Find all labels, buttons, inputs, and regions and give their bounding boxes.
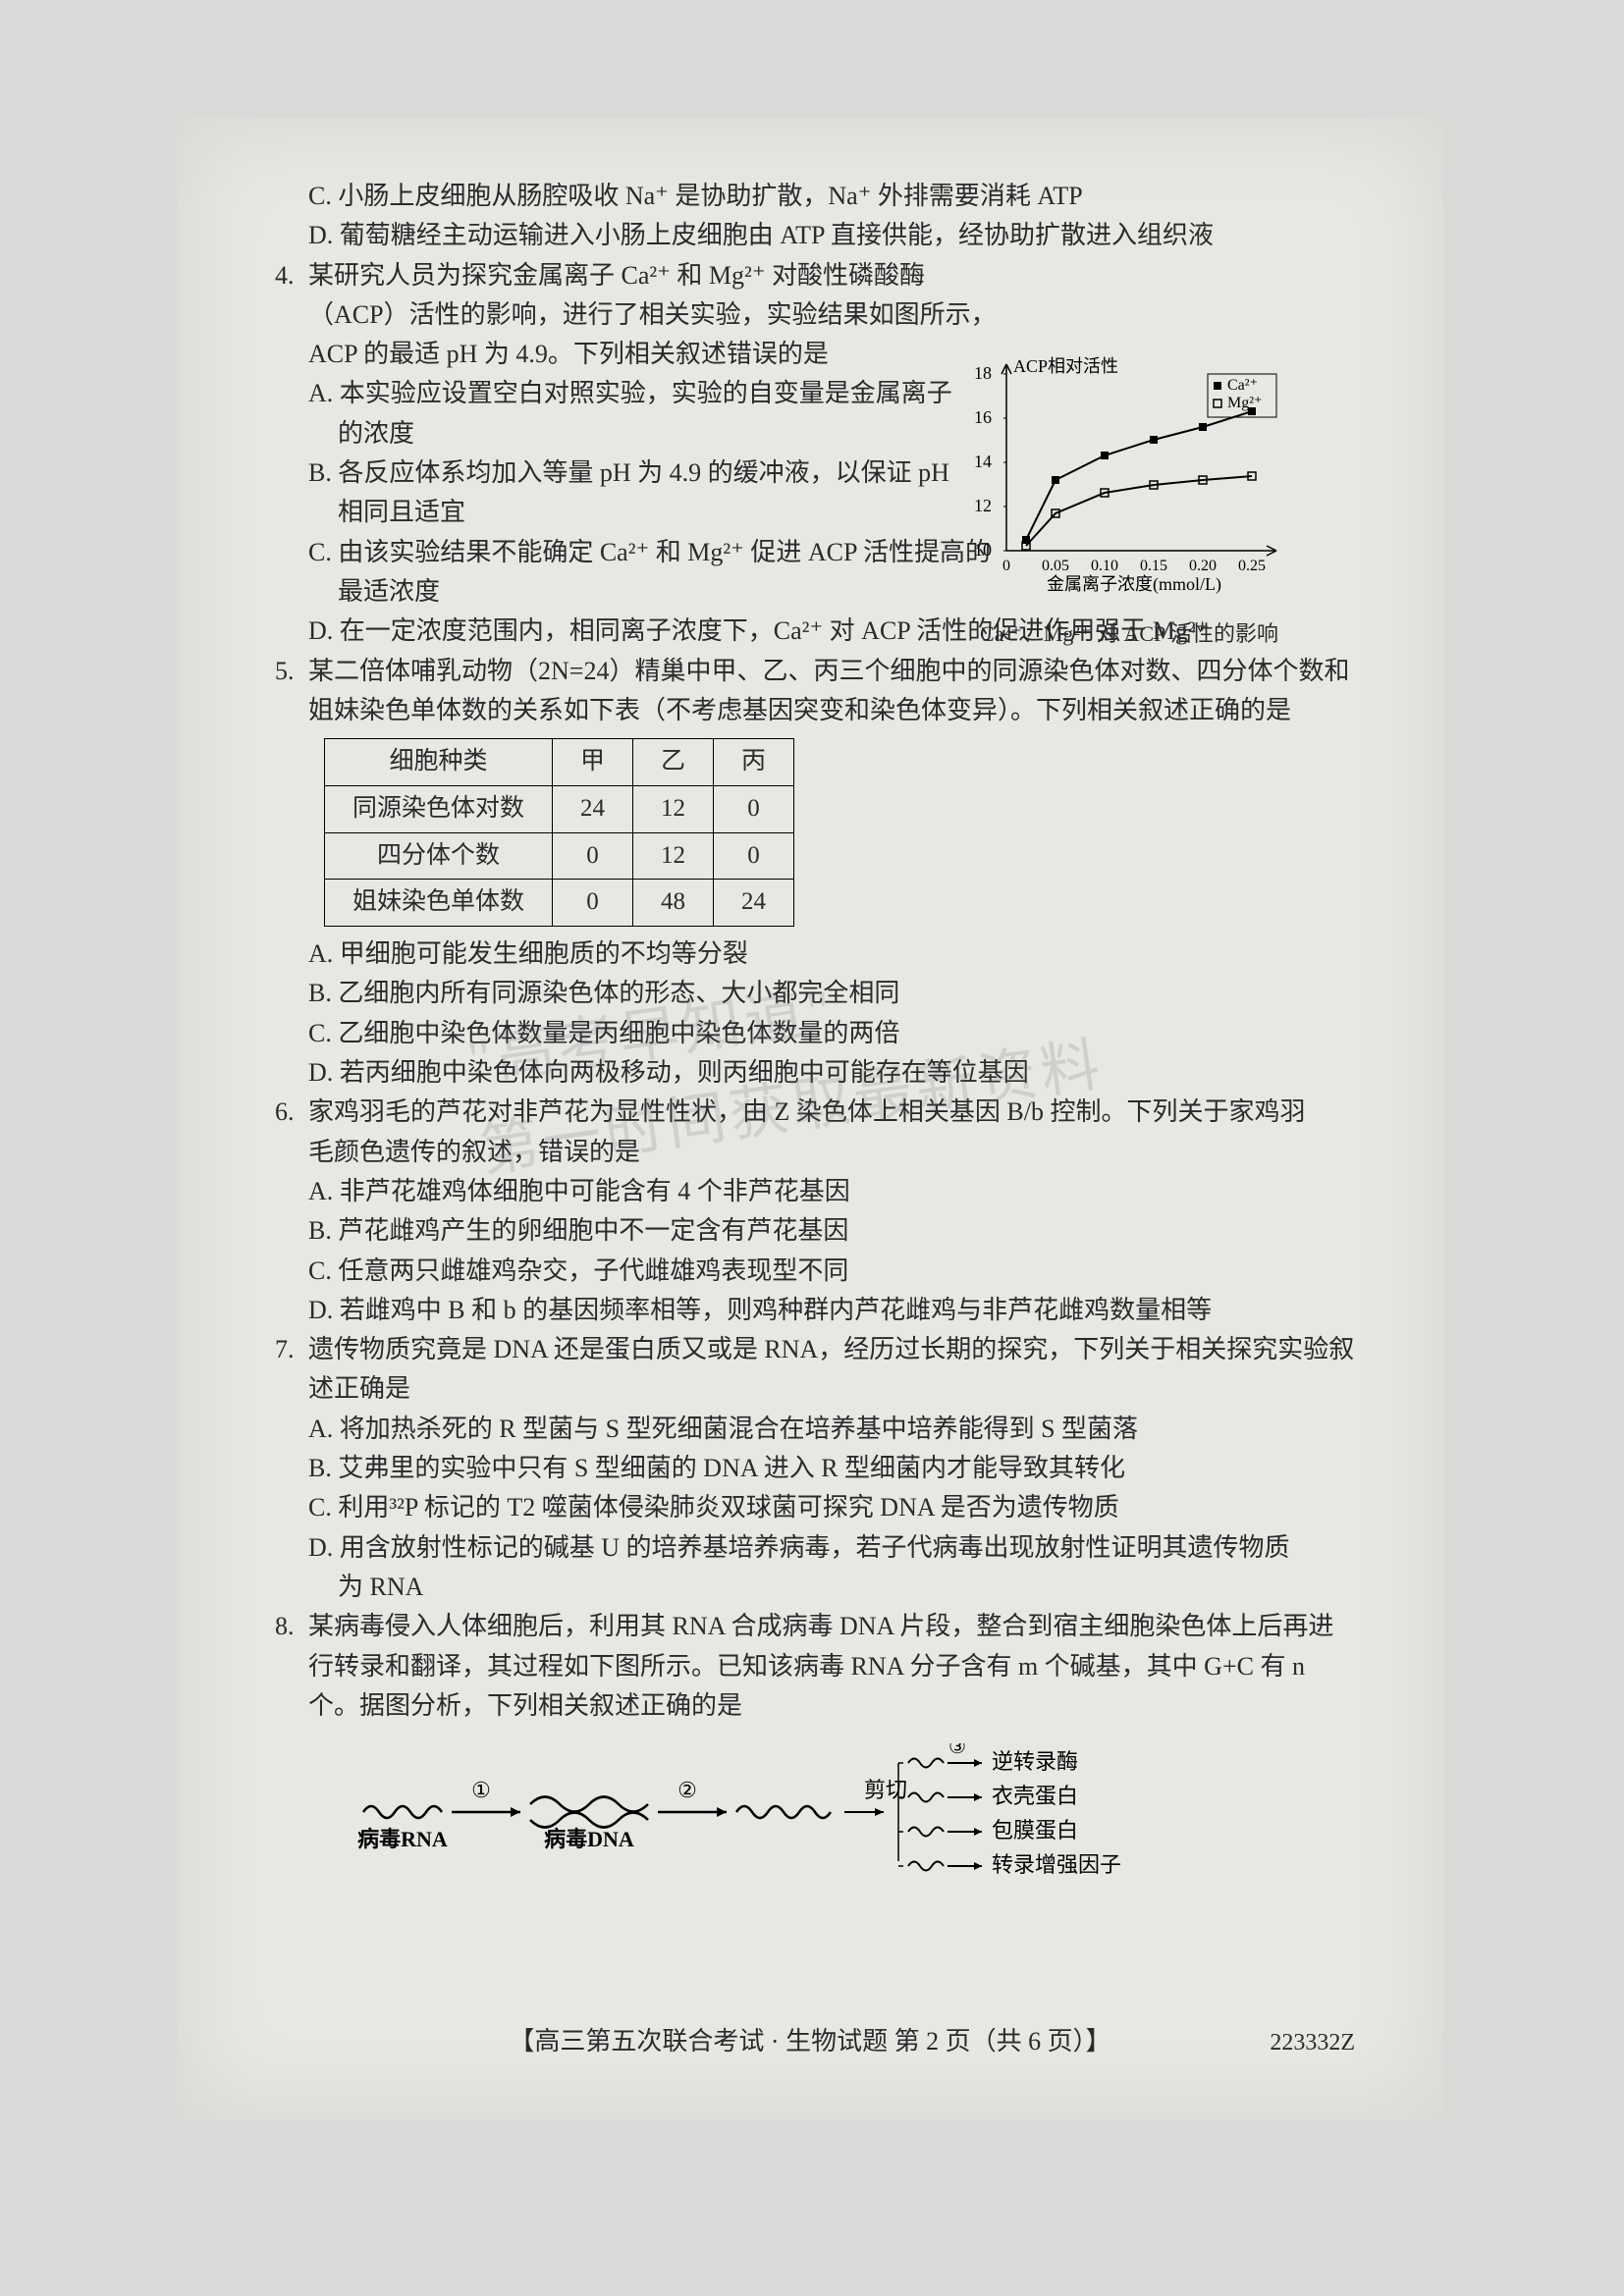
q5-table: 细胞种类甲乙丙 同源染色体对数24120 四分体个数0120 姐妹染色单体数04… xyxy=(324,738,794,927)
q6-b: B. 芦花雌鸡产生的卵细胞中不一定含有芦花基因 xyxy=(308,1211,1375,1251)
svg-text:转录增强因子: 转录增强因子 xyxy=(992,1852,1121,1877)
page-footer: 【高三第五次联合考试 · 生物试题 第 2 页（共 6 页）】 xyxy=(177,2022,1443,2061)
acp-chart: 10 12 14 16 18 0 0.05 0.10 0.15 0.20 0.2… xyxy=(962,354,1296,629)
svg-text:病毒DNA: 病毒DNA xyxy=(544,1827,634,1851)
q5-a: A. 甲细胞可能发生细胞质的不均等分裂 xyxy=(308,934,1375,974)
svg-text:18: 18 xyxy=(974,363,992,383)
q4-stem: 某研究人员为探究金属离子 Ca²⁺ 和 Mg²⁺ 对酸性磷酸酶 xyxy=(308,256,1375,295)
exam-page: C. 小肠上皮细胞从肠腔吸收 Na⁺ 是协助扩散，Na⁺ 外排需要消耗 ATP … xyxy=(177,118,1443,2120)
q7-a: A. 将加热杀死的 R 型菌与 S 型死细菌混合在培养基中培养能得到 S 型菌落 xyxy=(308,1410,1375,1449)
q5-num: 5. xyxy=(275,652,308,731)
svg-text:10: 10 xyxy=(974,540,992,560)
q7-stem1: 遗传物质究竟是 DNA 还是蛋白质又或是 RNA，经历过长期的探究，下列关于相关… xyxy=(308,1330,1375,1369)
svg-text:逆转录酶: 逆转录酶 xyxy=(992,1749,1078,1774)
q6-num: 6. xyxy=(275,1093,308,1172)
q4-stem2: （ACP）活性的影响，进行了相关实验，实验结果如图所示， xyxy=(308,295,1375,335)
q7-d2: 为 RNA xyxy=(338,1568,1375,1607)
svg-text:金属离子浓度(mmol/L): 金属离子浓度(mmol/L) xyxy=(1047,574,1221,595)
q6-stem1: 家鸡羽毛的芦花对非芦花为显性性状，由 Z 染色体上相关基因 B/b 控制。下列关… xyxy=(308,1093,1375,1132)
page-code: 223332Z xyxy=(1270,2025,1355,2061)
q6-a: A. 非芦花雄鸡体细胞中可能含有 4 个非芦花基因 xyxy=(308,1172,1375,1211)
chart-svg: 10 12 14 16 18 0 0.05 0.10 0.15 0.20 0.2… xyxy=(962,354,1296,600)
q7-b: B. 艾弗里的实验中只有 S 型细菌的 DNA 进入 R 型细菌内才能导致其转化 xyxy=(308,1449,1375,1488)
svg-text:12: 12 xyxy=(974,496,992,515)
svg-text:14: 14 xyxy=(974,452,992,471)
q8-stem2: 行转录和翻译，其过程如下图所示。已知该病毒 RNA 分子含有 m 个碱基，其中 … xyxy=(308,1647,1375,1686)
q7-num: 7. xyxy=(275,1330,308,1410)
q5-c: C. 乙细胞中染色体数量是丙细胞中染色体数量的两倍 xyxy=(308,1014,1375,1053)
svg-text:0.15: 0.15 xyxy=(1140,558,1167,574)
svg-text:16: 16 xyxy=(974,407,992,427)
q7-c: C. 利用³²P 标记的 T2 噬菌体侵染肺炎双球菌可探究 DNA 是否为遗传物… xyxy=(308,1488,1375,1527)
q6-block: 6. 家鸡羽毛的芦花对非芦花为显性性状，由 Z 染色体上相关基因 B/b 控制。… xyxy=(275,1093,1375,1172)
diagram-svg: ① ② 剪切 ③ 逆转录酶 衣壳 xyxy=(353,1743,1188,1900)
svg-text:0.25: 0.25 xyxy=(1238,558,1266,574)
q8-num: 8. xyxy=(275,1607,308,1726)
q4-num: 4. xyxy=(275,256,308,613)
q7-d1: D. 用含放射性标记的碱基 U 的培养基培养病毒，若子代病毒出现放射性证明其遗传… xyxy=(308,1528,1375,1568)
svg-text:0.20: 0.20 xyxy=(1189,558,1217,574)
svg-text:衣壳蛋白: 衣壳蛋白 xyxy=(992,1784,1078,1808)
svg-text:ACP相对活性: ACP相对活性 xyxy=(1013,356,1118,376)
q5-d: D. 若丙细胞中染色体向两极移动，则丙细胞中可能存在等位基因 xyxy=(308,1053,1375,1093)
svg-text:0.05: 0.05 xyxy=(1042,558,1069,574)
virus-diagram: ① ② 剪切 ③ 逆转录酶 衣壳 xyxy=(353,1743,1188,1900)
svg-text:Mg²⁺: Mg²⁺ xyxy=(1227,395,1262,411)
svg-text:Ca²⁺: Ca²⁺ xyxy=(1227,377,1258,394)
q6-stem2: 毛颜色遗传的叙述，错误的是 xyxy=(308,1133,1375,1172)
q6-d: D. 若雌鸡中 B 和 b 的基因频率相等，则鸡种群内芦花雌鸡与非芦花雌鸡数量相… xyxy=(308,1291,1375,1330)
q8-stem3: 个。据图分析，下列相关叙述正确的是 xyxy=(308,1686,1375,1726)
svg-text:0.10: 0.10 xyxy=(1091,558,1118,574)
q8-stem1: 某病毒侵入人体细胞后，利用其 RNA 合成病毒 DNA 片段，整合到宿主细胞染色… xyxy=(308,1607,1375,1646)
q4-block: 4. 某研究人员为探究金属离子 Ca²⁺ 和 Mg²⁺ 对酸性磷酸酶 （ACP）… xyxy=(275,256,1375,652)
prev-opt-d: D. 葡萄糖经主动运输进入小肠上皮细胞由 ATP 直接供能，经协助扩散进入组织液 xyxy=(308,216,1375,255)
chart-caption: Ca²⁺、Mg²⁺ 对 ACP 活性的影响 xyxy=(962,617,1296,651)
svg-text:0: 0 xyxy=(1002,558,1010,574)
q5-b: B. 乙细胞内所有同源染色体的形态、大小都完全相同 xyxy=(308,974,1375,1013)
prev-opt-c: C. 小肠上皮细胞从肠腔吸收 Na⁺ 是协助扩散，Na⁺ 外排需要消耗 ATP xyxy=(308,177,1375,216)
svg-text:包膜蛋白: 包膜蛋白 xyxy=(992,1818,1078,1842)
q7-block: 7. 遗传物质究竟是 DNA 还是蛋白质又或是 RNA，经历过长期的探究，下列关… xyxy=(275,1330,1375,1410)
svg-text:剪切: 剪切 xyxy=(864,1778,907,1802)
q8-block: 8. 某病毒侵入人体细胞后，利用其 RNA 合成病毒 DNA 片段，整合到宿主细… xyxy=(275,1607,1375,1726)
q5-stem1: 某二倍体哺乳动物（2N=24）精巢中甲、乙、丙三个细胞中的同源染色体对数、四分体… xyxy=(308,652,1375,691)
svg-text:②: ② xyxy=(677,1778,697,1802)
q5-stem2: 姐妹染色单体数的关系如下表（不考虑基因突变和染色体变异）。下列相关叙述正确的是 xyxy=(308,691,1375,730)
svg-text:③: ③ xyxy=(948,1743,966,1758)
q5-block: 5. 某二倍体哺乳动物（2N=24）精巢中甲、乙、丙三个细胞中的同源染色体对数、… xyxy=(275,652,1375,731)
svg-text:病毒RNA: 病毒RNA xyxy=(357,1827,448,1851)
q7-stem2: 述正确是 xyxy=(308,1369,1375,1409)
svg-text:①: ① xyxy=(471,1778,491,1802)
q6-c: C. 任意两只雌雄鸡杂交，子代雌雄鸡表现型不同 xyxy=(308,1252,1375,1291)
